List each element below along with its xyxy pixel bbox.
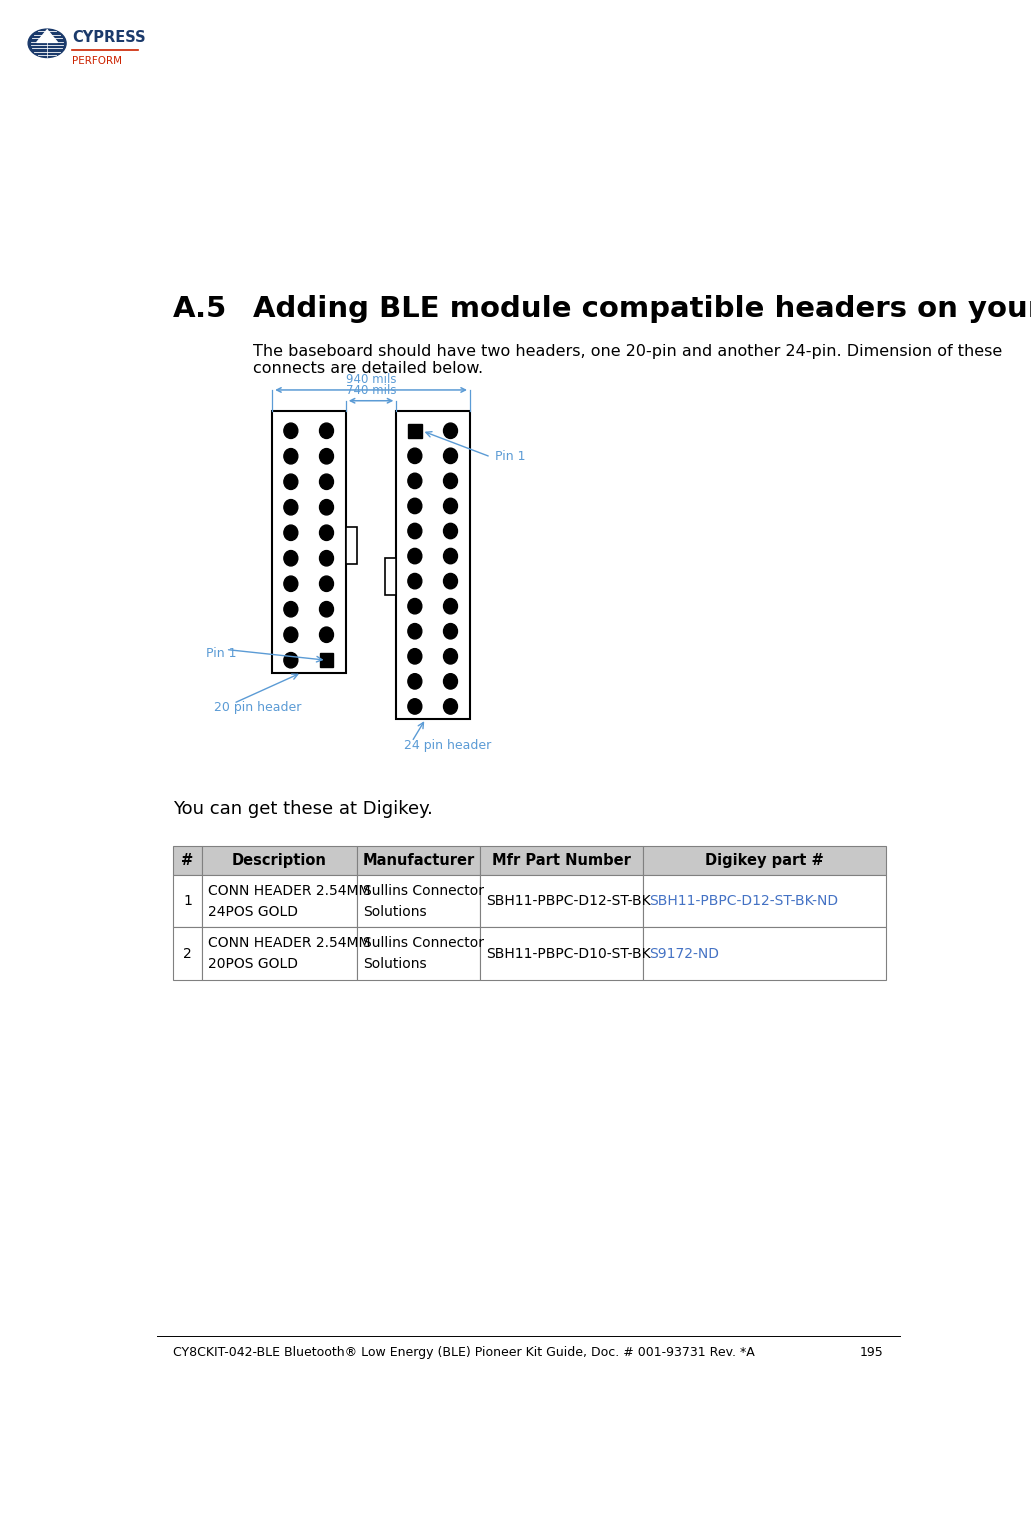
Ellipse shape — [320, 575, 333, 592]
Ellipse shape — [443, 548, 458, 563]
Text: 740 mils: 740 mils — [345, 384, 396, 396]
Text: SBH11-PBPC-D12-ST-BK-ND: SBH11-PBPC-D12-ST-BK-ND — [648, 894, 838, 909]
Ellipse shape — [443, 649, 458, 664]
Bar — [357, 927, 480, 979]
Ellipse shape — [443, 523, 458, 539]
Text: 1: 1 — [182, 894, 192, 909]
Text: 940 mils: 940 mils — [345, 373, 396, 386]
Bar — [642, 927, 886, 979]
Ellipse shape — [284, 424, 298, 439]
Text: 195: 195 — [859, 1346, 883, 1359]
Polygon shape — [37, 29, 58, 43]
Bar — [480, 875, 642, 927]
Bar — [320, 653, 333, 667]
Ellipse shape — [320, 525, 333, 540]
Text: A.5: A.5 — [173, 295, 227, 323]
Ellipse shape — [443, 673, 458, 689]
Ellipse shape — [408, 499, 422, 514]
Ellipse shape — [408, 598, 422, 614]
Ellipse shape — [320, 627, 333, 643]
Text: 20 pin header: 20 pin header — [214, 701, 301, 713]
Text: CYPRESS: CYPRESS — [72, 29, 145, 44]
Ellipse shape — [408, 649, 422, 664]
Bar — [396, 410, 470, 719]
Ellipse shape — [408, 448, 422, 464]
Text: Pin 1: Pin 1 — [495, 450, 525, 464]
Bar — [386, 558, 396, 595]
Ellipse shape — [443, 574, 458, 589]
Text: 24 pin header: 24 pin header — [404, 739, 491, 753]
Bar — [173, 875, 202, 927]
Ellipse shape — [408, 574, 422, 589]
Text: Description: Description — [232, 852, 327, 868]
Ellipse shape — [284, 551, 298, 566]
Bar — [202, 846, 357, 875]
Text: The baseboard should have two headers, one 20-pin and another 24-pin. Dimension : The baseboard should have two headers, o… — [253, 344, 1002, 358]
Bar — [642, 846, 886, 875]
Ellipse shape — [320, 474, 333, 490]
Text: Sullins Connector
Solutions: Sullins Connector Solutions — [363, 884, 484, 918]
Bar — [480, 927, 642, 979]
Text: PERFORM: PERFORM — [72, 57, 122, 66]
Ellipse shape — [443, 624, 458, 640]
Bar — [173, 846, 202, 875]
Text: #: # — [181, 852, 194, 868]
Bar — [480, 846, 642, 875]
Ellipse shape — [408, 624, 422, 640]
Ellipse shape — [320, 601, 333, 617]
Bar — [357, 846, 480, 875]
Ellipse shape — [284, 601, 298, 617]
Bar — [642, 875, 886, 927]
Bar — [202, 875, 357, 927]
Text: Mfr Part Number: Mfr Part Number — [492, 852, 631, 868]
Bar — [345, 526, 357, 565]
Ellipse shape — [284, 448, 298, 464]
Ellipse shape — [443, 448, 458, 464]
Ellipse shape — [443, 473, 458, 488]
Ellipse shape — [408, 673, 422, 689]
Ellipse shape — [320, 500, 333, 516]
Text: Adding BLE module compatible headers on your own baseboard: Adding BLE module compatible headers on … — [253, 295, 1031, 323]
Ellipse shape — [284, 627, 298, 643]
Text: S9172-ND: S9172-ND — [648, 947, 719, 961]
Ellipse shape — [284, 500, 298, 516]
Text: SBH11-PBPC-D12-ST-BK: SBH11-PBPC-D12-ST-BK — [487, 894, 651, 909]
Ellipse shape — [408, 473, 422, 488]
Text: You can get these at Digikey.: You can get these at Digikey. — [173, 800, 433, 817]
Text: Sullins Connector
Solutions: Sullins Connector Solutions — [363, 936, 484, 972]
Ellipse shape — [284, 525, 298, 540]
Ellipse shape — [443, 424, 458, 439]
Ellipse shape — [408, 523, 422, 539]
Text: connects are detailed below.: connects are detailed below. — [253, 361, 483, 376]
Bar — [357, 875, 480, 927]
Ellipse shape — [284, 652, 298, 669]
Bar — [408, 424, 422, 438]
Text: Pin 1: Pin 1 — [206, 647, 237, 659]
Text: Manufacturer: Manufacturer — [362, 852, 474, 868]
Bar — [202, 927, 357, 979]
Ellipse shape — [443, 699, 458, 715]
Ellipse shape — [408, 699, 422, 715]
Ellipse shape — [284, 474, 298, 490]
Circle shape — [28, 29, 66, 58]
Text: CY8CKIT-042-BLE Bluetooth® Low Energy (BLE) Pioneer Kit Guide, Doc. # 001-93731 : CY8CKIT-042-BLE Bluetooth® Low Energy (B… — [173, 1346, 755, 1359]
Ellipse shape — [320, 424, 333, 439]
Ellipse shape — [320, 448, 333, 464]
Bar — [272, 410, 345, 673]
Text: 2: 2 — [184, 947, 192, 961]
Text: Digikey part #: Digikey part # — [705, 852, 824, 868]
Bar — [173, 927, 202, 979]
Ellipse shape — [320, 551, 333, 566]
Text: CONN HEADER 2.54MM
20POS GOLD: CONN HEADER 2.54MM 20POS GOLD — [208, 936, 370, 972]
Ellipse shape — [443, 598, 458, 614]
Ellipse shape — [284, 575, 298, 592]
Ellipse shape — [408, 548, 422, 563]
Text: SBH11-PBPC-D10-ST-BK: SBH11-PBPC-D10-ST-BK — [487, 947, 651, 961]
Text: CONN HEADER 2.54MM
24POS GOLD: CONN HEADER 2.54MM 24POS GOLD — [208, 884, 370, 918]
Ellipse shape — [443, 499, 458, 514]
